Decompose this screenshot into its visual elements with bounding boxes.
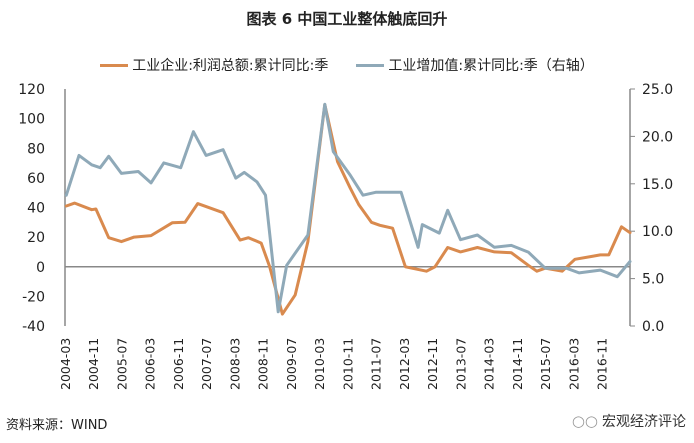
x-tick-label: 2008-03: [227, 338, 242, 390]
brand-watermark: ○○ 宏观经济评论: [572, 411, 686, 431]
legend-item-profit: 工业企业:利润总额:累计同比:季: [100, 55, 328, 75]
x-tick-label: 2006-11: [171, 338, 186, 390]
x-tick-label: 2012-11: [425, 338, 440, 390]
left-tick-label: -40: [22, 319, 45, 335]
right-tick-label: 0.0: [642, 319, 664, 335]
series-line-profit: [64, 103, 632, 316]
x-tick-label: 2005-07: [114, 338, 129, 390]
right-tick-label: 20.0: [642, 129, 673, 145]
x-tick-label: 2016-03: [566, 338, 581, 390]
legend-swatch-profit: [100, 63, 129, 67]
x-tick-label: 2012-03: [397, 338, 412, 390]
x-tick-label: 2004-03: [58, 338, 73, 390]
left-tick-label: 40: [27, 201, 45, 217]
x-tick-label: 2007-07: [199, 338, 214, 390]
legend-label-profit: 工业企业:利润总额:累计同比:季: [132, 58, 329, 74]
x-tick-label: 2016-11: [595, 338, 610, 390]
legend-item-value-added: 工业增加值:累计同比:季（右轴）: [356, 55, 594, 75]
legend: 工业企业:利润总额:累计同比:季 工业增加值:累计同比:季（右轴）: [0, 55, 694, 75]
left-tick-label: 100: [18, 112, 45, 128]
x-tick-label: 2013-07: [453, 338, 468, 390]
wechat-icon: ○○: [571, 412, 598, 430]
x-tick-label: 2010-03: [312, 338, 327, 390]
right-tick-label: 15.0: [642, 177, 673, 193]
x-tick-label: 2011-07: [369, 338, 384, 390]
x-tick-label: 2014-11: [510, 338, 525, 390]
x-tick-label: 2015-07: [538, 338, 553, 390]
x-tick-label: 2009-07: [284, 338, 299, 390]
left-tick-label: 120: [18, 82, 45, 98]
legend-swatch-value-added: [356, 63, 385, 67]
right-tick-label: 10.0: [642, 224, 673, 240]
x-tick-label: 2008-11: [256, 338, 271, 390]
left-tick-label: 60: [27, 171, 45, 187]
right-tick-label: 25.0: [642, 82, 673, 98]
x-tick-label: 2014-03: [482, 338, 497, 390]
x-tick-label: 2006-03: [143, 338, 158, 390]
series-line-value-added: [64, 102, 632, 314]
source-note: 资料来源：WIND: [6, 418, 108, 433]
right-tick-label: 5.0: [642, 272, 664, 288]
chart-title: 图表 6 中国工业整体触底回升: [246, 10, 448, 28]
brand-name: 宏观经济评论: [602, 414, 686, 430]
left-tick-label: 80: [27, 141, 45, 157]
left-tick-label: -20: [22, 289, 45, 305]
left-tick-label: 20: [27, 230, 45, 246]
legend-label-value-added: 工业增加值:累计同比:季（右轴）: [388, 58, 594, 74]
x-tick-label: 2010-11: [340, 338, 355, 390]
x-tick-label: 2004-11: [86, 338, 101, 390]
left-tick-label: 0: [36, 260, 45, 276]
